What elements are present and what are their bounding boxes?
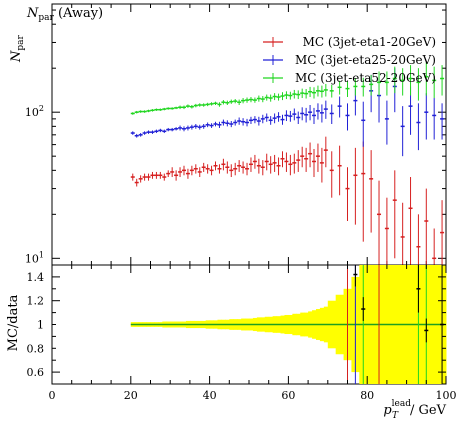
ratio-y-tick-label: 1 [37,319,44,332]
ratio-y-tick-label: 1.2 [27,295,45,308]
x-tick-labels: 0 20 40 60 80 100 [49,389,457,402]
legend: MC (3jet-eta1-20GeV) MC (3jet-eta25-20GeV… [263,35,436,85]
series-3 [130,62,445,115]
legend-label-3: MC (3jet-eta52-20GeV) [295,71,436,85]
x-tick-label: 80 [360,389,374,402]
x-tick-label: 60 [281,389,295,402]
ratio-y-tick-label: 0.6 [27,366,45,379]
x-tick-label: 100 [436,389,457,402]
x-tick-label: 40 [203,389,217,402]
x-tick-label: 20 [124,389,138,402]
top-y-tick-label: 102 [25,104,44,119]
chart-title-sub: par [38,13,54,23]
ratio-plot-panel: 0.6 0.8 1 1.2 1.4 [27,264,447,385]
top-y-axis-label: Npar [9,34,26,63]
main-plot-panel: 101 102 [25,3,447,266]
legend-label-1: MC (3jet-eta1-20GeV) [303,35,436,49]
x-tick-label: 0 [49,389,56,402]
series-1 [130,136,445,265]
chart-title-rest: (Away) [54,6,103,21]
ratio-y-tick-label: 0.8 [27,342,45,355]
chart-title-main: N [26,6,39,21]
x-axis-label: plead T / GeV [383,399,446,421]
legend-label-2: MC (3jet-eta25-20GeV) [295,53,436,67]
chart-title: Npar (Away) [26,6,103,23]
top-y-tick-label: 101 [25,250,44,265]
ratio-y-axis-label: MC/data [6,294,21,351]
ratio-y-tick-label: 1.4 [27,271,45,284]
